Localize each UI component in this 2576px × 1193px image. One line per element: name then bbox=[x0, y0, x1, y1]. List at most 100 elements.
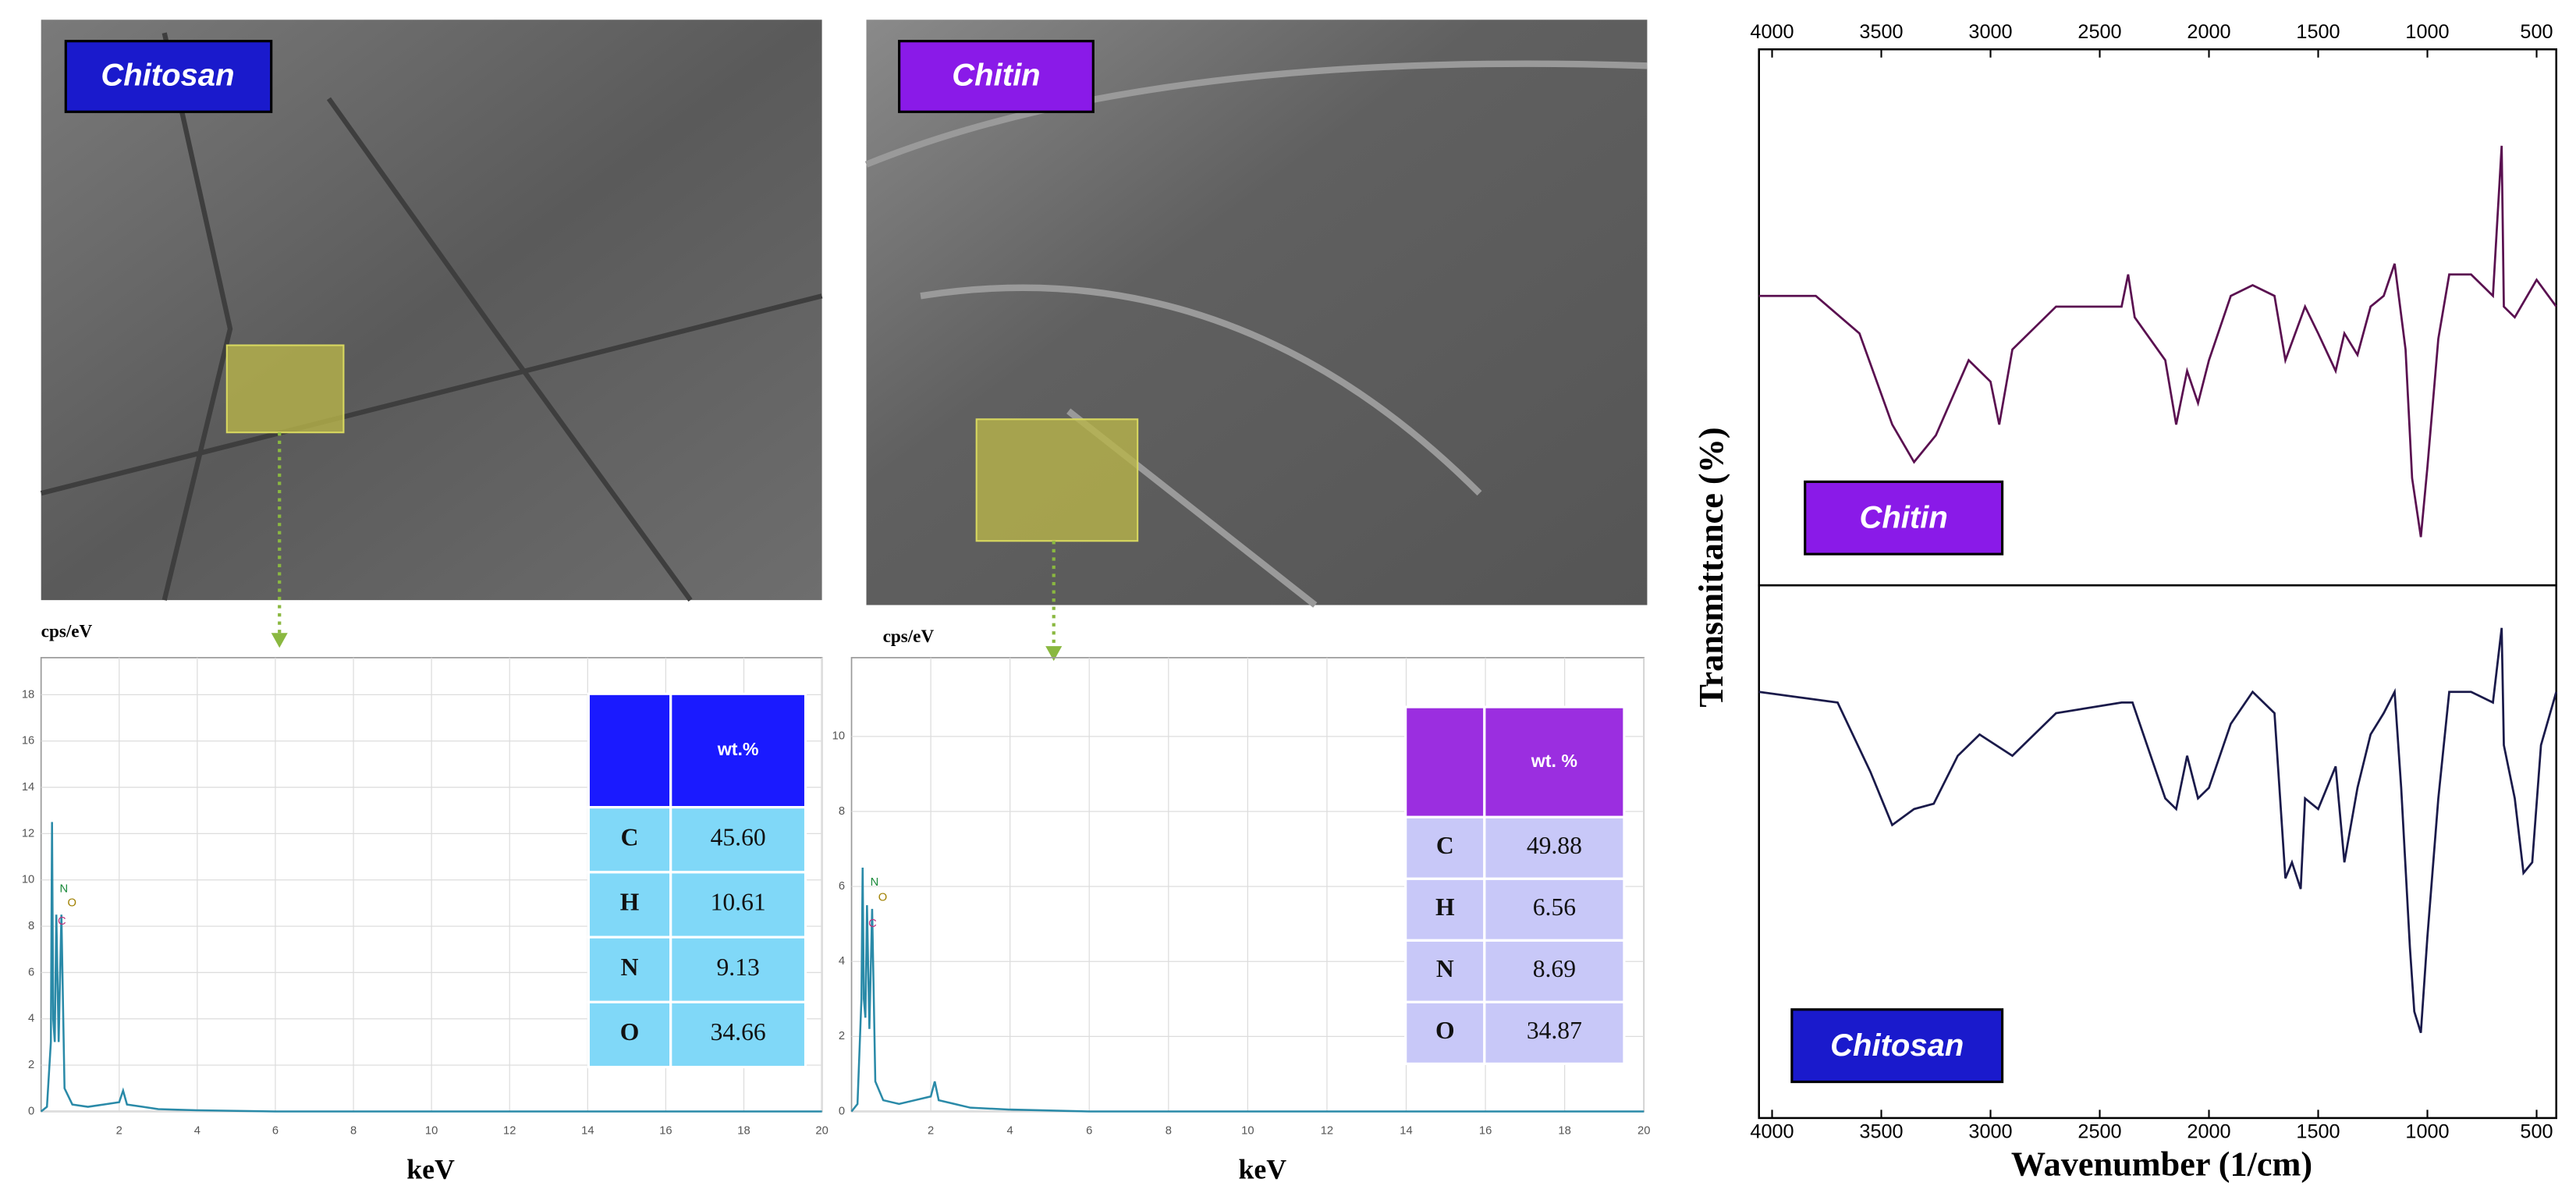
sem-texture bbox=[40, 32, 823, 602]
sem-image bbox=[41, 20, 822, 601]
x-tick-label: 10 bbox=[1241, 1125, 1254, 1138]
table-text: O bbox=[1435, 1017, 1455, 1044]
roi bbox=[225, 344, 345, 434]
table-cell bbox=[1483, 1000, 1626, 1065]
x-tick-label: 1500 bbox=[2296, 21, 2340, 43]
y-tick-label: 6 bbox=[28, 966, 34, 978]
y-tick-label: 8 bbox=[839, 805, 845, 818]
peak-label: C bbox=[58, 915, 66, 928]
sample-label-box bbox=[1790, 1008, 2004, 1084]
x-tick-label: 4 bbox=[1007, 1125, 1013, 1138]
y-tick-label: 2 bbox=[839, 1030, 845, 1042]
table-text: H bbox=[1435, 893, 1455, 921]
y-axis-label: Transmittance (%) bbox=[1692, 427, 1730, 707]
spectrum-line bbox=[1758, 145, 2557, 538]
plot-frame bbox=[1758, 584, 2557, 1120]
table-header-cell bbox=[669, 692, 807, 809]
x-tick-label: 8 bbox=[350, 1125, 357, 1138]
x-tick-label: 20 bbox=[815, 1125, 828, 1138]
x-tick-label: 1500 bbox=[2296, 1121, 2340, 1143]
y-axis-label: cps/eV bbox=[883, 627, 935, 647]
x-tick-label: 1000 bbox=[2405, 1121, 2449, 1143]
table-cell bbox=[587, 806, 672, 874]
table-cell bbox=[1404, 939, 1486, 1003]
table-text: 9.13 bbox=[716, 953, 759, 981]
spectrum-line bbox=[40, 822, 822, 1113]
x-tick-label: 2500 bbox=[2077, 21, 2121, 43]
x-tick-label: 18 bbox=[737, 1125, 750, 1138]
y-tick-label: 6 bbox=[839, 880, 845, 893]
table-cell bbox=[587, 871, 672, 939]
x-tick-label: 3500 bbox=[1859, 21, 1903, 43]
table-text: C bbox=[1436, 832, 1454, 859]
table-text: N bbox=[1436, 955, 1454, 982]
table-text: H bbox=[620, 889, 640, 916]
y-tick-label: 10 bbox=[22, 874, 34, 886]
x-tick-label: 2 bbox=[116, 1125, 122, 1138]
x-tick-label: 4000 bbox=[1750, 1121, 1794, 1143]
table-text: O bbox=[620, 1018, 640, 1046]
table-cell bbox=[669, 806, 807, 874]
table-text: 49.88 bbox=[1527, 832, 1582, 859]
x-tick-label: 18 bbox=[1558, 1125, 1570, 1138]
table-header: wt.% bbox=[717, 739, 759, 759]
peak-label: O bbox=[878, 891, 887, 904]
x-axis-label: keV bbox=[406, 1154, 455, 1185]
x-tick-label: 2500 bbox=[2077, 1121, 2121, 1143]
y-tick-label: 0 bbox=[839, 1105, 845, 1117]
y-tick-label: 12 bbox=[22, 827, 34, 840]
x-axis-label: Wavenumber (1/cm) bbox=[2011, 1145, 2312, 1183]
y-tick-label: 0 bbox=[28, 1105, 34, 1117]
x-tick-label: 500 bbox=[2520, 21, 2553, 43]
x-tick-label: 3000 bbox=[1968, 21, 2012, 43]
y-tick-label: 8 bbox=[28, 920, 34, 932]
y-axis-label: cps/eV bbox=[41, 622, 93, 642]
table-cell bbox=[669, 871, 807, 939]
table-text: C bbox=[621, 824, 639, 851]
x-tick-label: 14 bbox=[581, 1125, 594, 1138]
x-tick-label: 4000 bbox=[1750, 21, 1794, 43]
x-tick-label: 12 bbox=[503, 1125, 516, 1138]
table-cell bbox=[1404, 1000, 1486, 1065]
x-tick-label: 1000 bbox=[2405, 21, 2449, 43]
y-tick-label: 4 bbox=[839, 955, 845, 968]
peak-label: N bbox=[871, 876, 879, 889]
sem-label: Chitosan bbox=[101, 59, 234, 93]
table-text: 34.87 bbox=[1527, 1017, 1582, 1044]
sample-label: Chitin bbox=[1859, 500, 1947, 534]
x-tick-label: 16 bbox=[1479, 1125, 1492, 1138]
peak-label: O bbox=[68, 897, 76, 909]
y-tick-label: 4 bbox=[28, 1013, 34, 1025]
table-cell bbox=[1483, 815, 1626, 880]
x-tick-label: 16 bbox=[659, 1125, 672, 1138]
x-tick-label: 6 bbox=[272, 1125, 279, 1138]
table-cell bbox=[1404, 815, 1486, 880]
table-text: 8.69 bbox=[1533, 955, 1576, 982]
table-text: 34.66 bbox=[711, 1018, 766, 1046]
spectrum-line bbox=[1758, 627, 2558, 1034]
peak-label: N bbox=[60, 883, 69, 896]
table-header-cell bbox=[587, 692, 672, 809]
x-tick-label: 10 bbox=[425, 1125, 438, 1138]
sem-label: Chitin bbox=[952, 59, 1040, 93]
table-text: N bbox=[621, 953, 639, 981]
y-tick-label: 18 bbox=[22, 688, 34, 701]
table-cell bbox=[669, 936, 807, 1003]
table-cell bbox=[587, 936, 672, 1003]
x-tick-label: 500 bbox=[2520, 1121, 2553, 1143]
sample-label-box bbox=[1804, 480, 2004, 556]
table-cell bbox=[1483, 877, 1626, 942]
table-header-cell bbox=[1483, 705, 1626, 818]
sem-label-box bbox=[898, 40, 1095, 113]
table-text: 45.60 bbox=[711, 824, 766, 851]
y-tick-label: 14 bbox=[22, 781, 34, 794]
peak-label: C bbox=[868, 918, 877, 930]
y-tick-label: 16 bbox=[22, 735, 34, 747]
table-text: 6.56 bbox=[1533, 893, 1576, 921]
sample-label: Chitosan bbox=[1830, 1028, 1964, 1063]
x-tick-label: 8 bbox=[1166, 1125, 1172, 1138]
x-axis-label: keV bbox=[1238, 1154, 1286, 1185]
y-tick-label: 2 bbox=[28, 1059, 34, 1071]
y-tick-label: 10 bbox=[832, 730, 845, 743]
